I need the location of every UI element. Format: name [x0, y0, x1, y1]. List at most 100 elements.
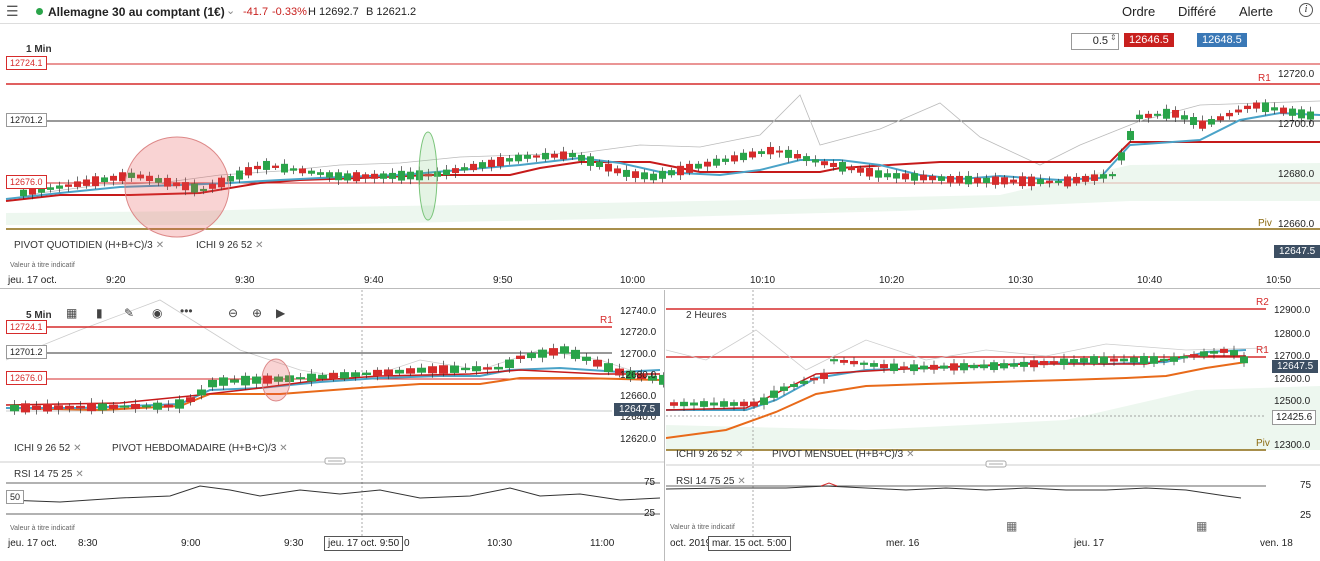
- candle-body: [830, 359, 838, 362]
- axis-tick: 12720.0: [1278, 69, 1315, 80]
- candle-body: [970, 364, 978, 369]
- chart-5min-canvas[interactable]: [0, 290, 665, 561]
- info-icon[interactable]: i: [1299, 3, 1313, 17]
- candle-body: [920, 365, 928, 370]
- close-icon[interactable]: ✕: [73, 443, 82, 454]
- indicator-ichimoku[interactable]: ICHI 9 26 52 ✕: [676, 449, 744, 460]
- indicator-rsi[interactable]: RSI 14 75 25 ✕: [14, 469, 84, 480]
- candle-body: [930, 364, 938, 370]
- candle-body: [245, 167, 252, 176]
- stepper-icon[interactable]: ⇕: [1110, 33, 1117, 42]
- candle-body: [1253, 102, 1260, 109]
- candle-body: [668, 170, 675, 176]
- candle-body: [155, 178, 162, 183]
- order-button[interactable]: Ordre: [1122, 4, 1156, 19]
- hamburger-icon[interactable]: ☰: [6, 3, 19, 19]
- indicator-pivot-daily[interactable]: PIVOT QUOTIDIEN (H+B+C)/3 ✕: [14, 240, 165, 251]
- quantity-input[interactable]: 0.5: [1071, 33, 1119, 50]
- calendar-icon[interactable]: ▦: [1006, 519, 1018, 533]
- close-icon[interactable]: ✕: [255, 240, 264, 251]
- candle-body: [910, 364, 918, 372]
- close-icon[interactable]: ✕: [155, 240, 165, 251]
- candle-body: [893, 173, 900, 179]
- zoom-in-icon[interactable]: ⊕: [252, 306, 263, 320]
- timeframe-label[interactable]: 5 Min: [26, 310, 52, 321]
- candle-body: [614, 168, 621, 174]
- candle-body: [483, 367, 492, 370]
- close-icon[interactable]: ✕: [735, 449, 744, 460]
- calendar-icon[interactable]: ▦: [1196, 519, 1208, 533]
- indicator-ichimoku[interactable]: ICHI 9 26 52 ✕: [196, 240, 264, 251]
- candle-body: [1080, 358, 1088, 363]
- buy-price-button[interactable]: 12648.5: [1197, 33, 1247, 47]
- candle-body: [659, 170, 666, 179]
- candle-body: [900, 366, 908, 370]
- candle-body: [686, 163, 693, 173]
- close-icon[interactable]: ✕: [737, 476, 746, 487]
- candle-body: [142, 405, 151, 408]
- pencil-icon[interactable]: ✎: [124, 306, 135, 320]
- close-icon[interactable]: ✕: [75, 469, 84, 480]
- alert-button[interactable]: Alerte: [1239, 4, 1273, 19]
- candle-body: [461, 167, 468, 171]
- axis-time: 9:40: [364, 275, 384, 286]
- candle-body: [340, 372, 349, 379]
- change-value: -41.7: [243, 6, 269, 18]
- indicator-pivot-monthly[interactable]: PIVOT MENSUEL (H+B+C)/3 ✕: [772, 449, 915, 460]
- candle-body: [318, 374, 327, 379]
- axis-tick: 12300.0: [1274, 440, 1311, 451]
- more-icon[interactable]: •••: [180, 304, 193, 318]
- play-icon[interactable]: ▶: [276, 306, 286, 320]
- bar-chart-icon[interactable]: ▮: [96, 306, 103, 320]
- zoom-out-icon[interactable]: ⊖: [228, 306, 239, 320]
- chart-5min[interactable]: 5 Min ▦ ▮ ✎ ◉ ••• ⊖ ⊕ ▶ 12724.1 12701.2 …: [0, 290, 665, 561]
- candle-body: [153, 402, 162, 410]
- timeframe-label[interactable]: 1 Min: [26, 44, 52, 55]
- candle-body: [947, 175, 954, 183]
- candle-body: [1150, 356, 1158, 364]
- rsi-tick: 25: [644, 508, 656, 519]
- timeframe-label[interactable]: 2 Heures: [686, 310, 727, 321]
- r2-label: R2: [1256, 297, 1269, 308]
- axis-tick: 12680.0: [620, 370, 657, 381]
- chart-2h[interactable]: 2 Heures R2 R1 Piv 12900.0 12800.0 12700…: [666, 290, 1320, 561]
- candle-body: [524, 154, 531, 159]
- close-icon[interactable]: ✕: [279, 443, 288, 454]
- axis-time: 10:50: [1266, 275, 1292, 286]
- close-icon[interactable]: ✕: [906, 449, 915, 460]
- eye-icon[interactable]: ◉: [152, 306, 163, 320]
- candle-body: [582, 356, 591, 361]
- chart-1min[interactable]: 1 Min 12724.1 12701.2 12676.0 0.5 ⇕ 1264…: [0, 25, 1320, 289]
- deferred-button[interactable]: Différé: [1178, 4, 1217, 19]
- sell-price-button[interactable]: 12646.5: [1124, 33, 1174, 47]
- chart-1min-canvas[interactable]: [0, 25, 1320, 289]
- chevron-down-icon[interactable]: ⌄: [226, 5, 236, 17]
- candle-body: [542, 152, 549, 160]
- candle-body: [395, 369, 404, 374]
- r1-label: R1: [1256, 345, 1269, 356]
- candle-body: [373, 369, 382, 377]
- axis-date: ven. 18: [1260, 538, 1293, 549]
- indicator-rsi[interactable]: RSI 14 75 25 ✕: [676, 476, 746, 487]
- candle-body: [488, 159, 495, 168]
- chart-2h-canvas[interactable]: [666, 290, 1320, 561]
- indicator-ichimoku[interactable]: ICHI 9 26 52 ✕: [14, 443, 82, 454]
- candle-body: [680, 401, 688, 407]
- level-tag-2: 12701.2: [6, 113, 47, 127]
- candle-body: [848, 167, 855, 171]
- candle-body: [1226, 112, 1233, 117]
- axis-tick: 12660.0: [1278, 219, 1315, 230]
- candle-body: [371, 173, 378, 179]
- calendar-icon[interactable]: ▦: [66, 306, 78, 320]
- axis-time: 9:30: [284, 538, 304, 549]
- candle-body: [1100, 174, 1107, 179]
- candle-body: [186, 397, 195, 402]
- axis-tick: 12640.0: [620, 412, 657, 423]
- indicator-pivot-weekly[interactable]: PIVOT HEBDOMADAIRE (H+B+C)/3 ✕: [112, 443, 288, 454]
- candle-body: [54, 405, 63, 410]
- candle-body: [615, 368, 624, 376]
- axis-time: 11:00: [590, 538, 615, 549]
- indicative-note: Valeur à titre indicatif: [10, 262, 75, 269]
- candle-body: [730, 402, 738, 406]
- instrument-title[interactable]: Allemagne 30 au comptant (1€): [48, 5, 225, 19]
